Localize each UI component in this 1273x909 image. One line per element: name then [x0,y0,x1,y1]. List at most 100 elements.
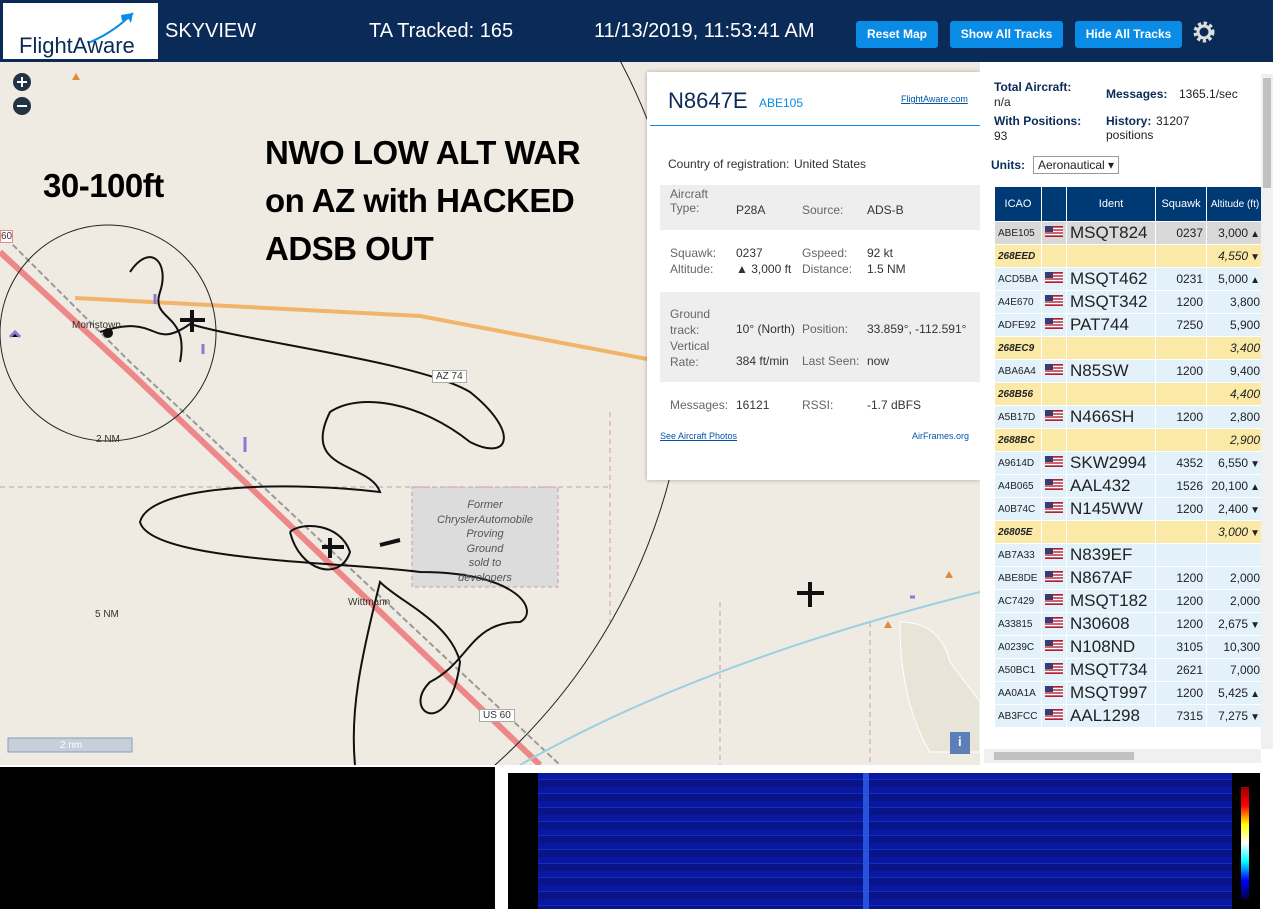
aircraft-row[interactable]: A5B17D N466SH 1200 2,800 [993,405,1265,429]
flag-cell [1041,635,1068,659]
aircraft-row[interactable]: A9614D SKW2994 4352 6,550 ▼ [993,451,1265,475]
cell: 4352 [1155,451,1208,475]
column-header[interactable]: Ident [1066,186,1157,222]
hex-code: ABE105 [759,96,804,110]
aircraft-row[interactable]: AB3FCC AAL1298 7315 7,275 ▼ [993,704,1265,728]
column-header[interactable] [1041,186,1068,222]
altitude-cell: 2,000 [1206,566,1265,590]
units-select[interactable]: Aeronautical ▾ [1033,156,1120,174]
settings-icon[interactable] [1192,20,1216,44]
column-header[interactable]: Squawk [1155,186,1208,222]
h-scrollbar[interactable] [984,749,1261,763]
cell: AC7429 [993,589,1043,613]
cell: AAL432 [1066,474,1157,498]
column-header[interactable]: ICAO [993,186,1043,222]
aircraft-row[interactable]: 26805E 3,000 ▼ [993,520,1265,544]
aircraft-row[interactable]: ACD5BA MSQT462 0231 5,000 ▲ [993,267,1265,291]
landmark-line: Ground [466,542,504,555]
flag [1045,318,1064,329]
scrollbar[interactable] [1261,74,1273,749]
cell: 268EC9 [993,336,1043,360]
cell: MSQT182 [1066,589,1157,613]
aircraft-row[interactable]: ABA6A4 N85SW 1200 9,400 [993,359,1265,383]
field-label: Gspeed: [802,246,848,260]
aircraft-row[interactable]: AB7A33 N839EF [993,543,1265,567]
flag-cell [1041,520,1068,544]
road-label: 60 [0,230,14,243]
scale-label: 2 nm [60,740,83,751]
trend: ▲ [1250,482,1261,493]
stat-value: 31207 positions [1106,114,1190,142]
aircraft-row[interactable]: A4E670 MSQT342 1200 3,800 [993,290,1265,314]
flag [1045,686,1064,697]
annotation-line: ADSB OUT [265,230,434,267]
aircraft-row[interactable]: 2688BC 2,900 [993,428,1265,452]
cell: 1526 [1155,474,1208,498]
landmark-line: ChryslerAutomobile [437,513,533,526]
altitude-cell: 2,000 [1206,589,1265,613]
aircraft-row[interactable]: AC7429 MSQT182 1200 2,000 [993,589,1265,613]
flag [1045,594,1064,605]
aircraft-row[interactable]: A0B74C N145WW 1200 2,400 ▼ [993,497,1265,521]
aircraft-row[interactable]: A33815 N30608 1200 2,675 ▼ [993,612,1265,636]
altitude-cell: 3,400 [1206,336,1265,360]
cell: 2621 [1155,658,1208,682]
app-name: SKYVIEW [165,20,257,42]
reset-map-button[interactable]: Reset Map [856,21,938,48]
altitude: 2,000 [1229,594,1261,608]
flag-cell [1041,566,1068,590]
flightaware-link[interactable]: FlightAware.com [901,94,968,104]
sidebar: Total Aircraft: n/a Messages: 1365.1/sec… [980,62,1273,765]
cell: ABE8DE [993,566,1043,590]
signal-panel [0,767,495,909]
airframes-link[interactable]: AirFrames.org [912,431,970,441]
altitude-cell [1206,543,1265,567]
aircraft-row[interactable]: 268B56 4,400 [993,382,1265,406]
flag-cell [1041,244,1068,268]
flag [1045,456,1064,467]
hide-tracks-button[interactable]: Hide All Tracks [1075,21,1182,48]
cell: A9614D [993,451,1043,475]
cell: 1200 [1155,589,1208,613]
altitude: 2,800 [1229,410,1261,424]
field-label: RSSI: [802,398,834,412]
aircraft-row[interactable]: A4B065 AAL432 1526 20,100 ▲ [993,474,1265,498]
registration: N8647E [668,88,748,113]
info-button[interactable]: i [958,734,962,749]
aircraft-row[interactable]: A0239C N108ND 3105 10,300 [993,635,1265,659]
scroll-thumb[interactable] [1263,78,1271,188]
photos-link[interactable]: See Aircraft Photos [660,431,738,441]
field-value: 1.5 NM [867,262,906,276]
column-header[interactable]: Altitude (ft) [1206,186,1265,222]
cell: SKW2994 [1066,451,1157,475]
flag-cell [1041,313,1068,337]
aircraft-row[interactable]: AA0A1A MSQT997 1200 5,425 ▲ [993,681,1265,705]
scroll-thumb[interactable] [994,752,1134,760]
show-tracks-button[interactable]: Show All Tracks [950,21,1063,48]
altitude: 2,000 [1229,571,1261,585]
place-label: Wittmann [348,597,391,608]
cell: MSQT824 [1066,221,1157,245]
aircraft-row[interactable]: 268EC9 3,400 [993,336,1265,360]
aircraft-row[interactable]: A50BC1 MSQT734 2621 7,000 [993,658,1265,682]
stat-value: n/a [994,95,1011,109]
flag-cell [1041,221,1068,245]
aircraft-row[interactable]: 268EED 4,550 ▼ [993,244,1265,268]
bottom-panel [0,765,1273,909]
altitude-cell: 5,900 [1206,313,1265,337]
aircraft-row[interactable]: ADFE92 PAT744 7250 5,900 [993,313,1265,337]
range-ring-label: 2 NM [96,434,120,445]
aircraft-row[interactable]: ABE105 MSQT824 0237 3,000 ▲ [993,221,1265,245]
cell: A4E670 [993,290,1043,314]
logo-plane [87,12,134,44]
cell: A4B065 [993,474,1043,498]
altitude-cell: 2,900 [1206,428,1265,452]
flag-cell [1041,267,1068,291]
field-label: Aircraft Type: [670,187,709,215]
flag [1045,709,1064,720]
field-value: now [867,354,890,368]
logo[interactable]: FlightAware [3,3,158,59]
flag-cell [1041,336,1068,360]
aircraft-row[interactable]: ABE8DE N867AF 1200 2,000 [993,566,1265,590]
altitude-cell: 3,000 ▲ [1206,221,1265,245]
